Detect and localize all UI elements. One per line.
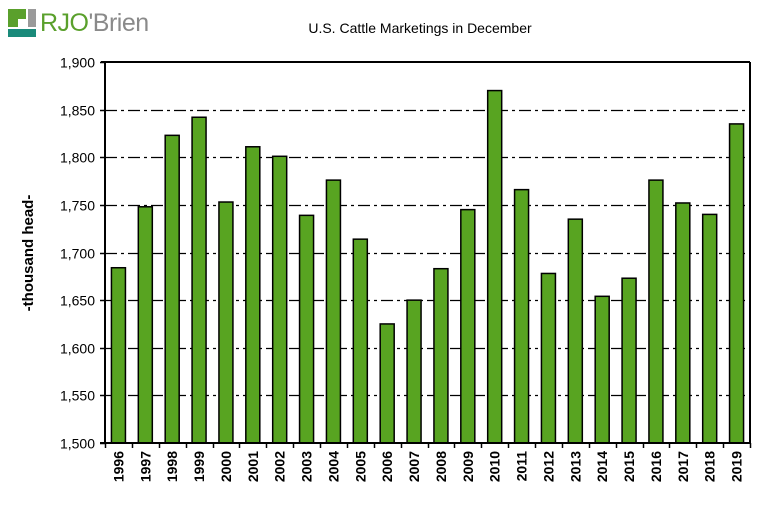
y-tick-label: 1,750 xyxy=(60,198,95,214)
y-axis-label: -thousand head- xyxy=(20,195,37,312)
x-tick-label: 1997 xyxy=(137,451,153,482)
bar-2013 xyxy=(567,218,584,444)
x-tick-label: 2014 xyxy=(594,451,610,482)
y-tick-label: 1,500 xyxy=(60,436,95,452)
x-tick-label: 2007 xyxy=(406,451,422,482)
x-tick-label: 2008 xyxy=(433,451,449,482)
bars xyxy=(110,89,745,444)
bar-2003 xyxy=(298,214,315,444)
rjobrien-logo-mark-icon xyxy=(8,9,36,37)
bar-2006 xyxy=(379,323,395,444)
bar-2012 xyxy=(540,272,557,444)
x-tick-label: 2016 xyxy=(648,451,664,482)
y-tick-label: 1,600 xyxy=(60,341,95,357)
x-tick-label: 2012 xyxy=(540,451,556,482)
rjobrien-logo: RJO'Brien xyxy=(8,6,149,40)
bar-1997 xyxy=(137,206,154,444)
bar-1998 xyxy=(164,134,180,444)
y-tick-label: 1,900 xyxy=(60,55,95,71)
logo-text-rjo: RJO xyxy=(40,9,89,37)
y-tick-label: 1,850 xyxy=(60,103,95,119)
x-tick-label: 2017 xyxy=(675,451,691,482)
y-tick-label: 1,650 xyxy=(60,293,95,309)
bar-2010 xyxy=(486,89,503,444)
bar-2011 xyxy=(513,188,530,444)
bar-2017 xyxy=(675,202,691,444)
y-tick-label: 1,700 xyxy=(60,246,95,262)
x-tick-label: 2005 xyxy=(352,451,368,482)
gridlines xyxy=(105,109,750,397)
x-tick-label: 2004 xyxy=(325,451,341,482)
y-tick-label: 1,550 xyxy=(60,388,95,404)
bar-2019 xyxy=(728,123,745,444)
x-tick-label: 2018 xyxy=(702,451,718,482)
logo-wordmark: RJO'Brien xyxy=(40,9,149,37)
bar-2008 xyxy=(433,267,449,444)
bar-2014 xyxy=(594,295,610,444)
bar-2002 xyxy=(271,155,288,444)
x-tick-label: 1996 xyxy=(110,451,126,482)
bar-2005 xyxy=(352,238,369,444)
x-tick-label: 2001 xyxy=(245,451,261,482)
x-tick-label: 1998 xyxy=(164,451,180,482)
x-tick-label: 2013 xyxy=(567,451,583,482)
bar-1999 xyxy=(191,116,207,444)
x-tick-label: 1999 xyxy=(191,451,207,482)
x-tick-label: 2015 xyxy=(621,451,637,482)
bar-2004 xyxy=(325,179,342,444)
y-tick-labels: 1,500 1,550 1,600 1,650 1,700 1,750 1,800 1,850… xyxy=(60,55,95,452)
chart-title: U.S. Cattle Marketings in December xyxy=(308,20,532,36)
x-tick-label: 2019 xyxy=(729,451,745,482)
bar-2009 xyxy=(460,208,476,444)
bar-2015 xyxy=(621,277,637,444)
axes xyxy=(100,61,752,448)
bar-2018 xyxy=(701,213,718,444)
logo-text-brien: 'Brien xyxy=(88,9,150,37)
x-tick-label: 2006 xyxy=(379,451,395,482)
x-tick-labels: 1996 1997 1998 1999 2000 2001 2002 2003 2004 2005… xyxy=(110,451,744,482)
x-tick-label: 2002 xyxy=(272,451,288,482)
y-tick-label: 1,800 xyxy=(60,150,95,166)
x-tick-label: 2009 xyxy=(460,451,476,482)
x-tick-label: 2000 xyxy=(218,451,234,482)
bar-2007 xyxy=(406,299,422,444)
bar-2016 xyxy=(648,179,664,444)
bar-1996 xyxy=(110,266,127,444)
bar-2000 xyxy=(218,201,234,444)
x-tick-label: 2010 xyxy=(487,451,503,482)
x-tick-label: 2011 xyxy=(514,451,530,482)
x-tick-label: 2003 xyxy=(299,451,315,482)
bar-2001 xyxy=(245,146,261,444)
